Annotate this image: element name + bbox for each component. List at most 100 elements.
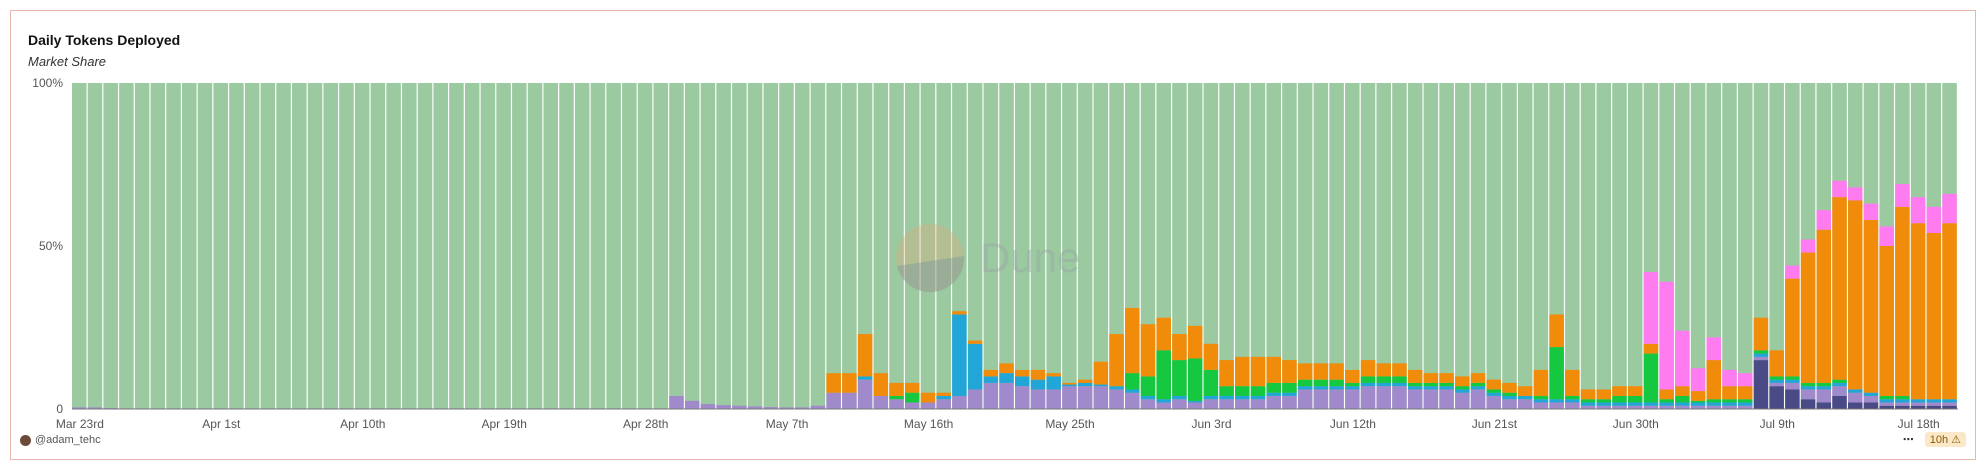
bar-segment-blue xyxy=(1172,395,1187,400)
bar-segment-blue xyxy=(1800,386,1816,390)
bar-segment-green xyxy=(1722,399,1737,403)
freshness-badge[interactable]: 10h ⚠ xyxy=(1924,432,1966,447)
bar-segment-orange xyxy=(1360,360,1376,377)
bar-segment-base xyxy=(323,83,338,409)
bar-segment-pink xyxy=(1785,265,1800,279)
bar-segment-purple xyxy=(700,404,716,409)
bar-segment-purple xyxy=(952,395,967,409)
bar-segment-base xyxy=(1486,83,1502,409)
bar-segment-blue xyxy=(952,314,967,396)
bar-segment-pink xyxy=(1910,197,1926,224)
bar-segment-purple xyxy=(1565,402,1580,409)
bar-segment-base xyxy=(103,83,118,409)
bar-segment-base xyxy=(1172,83,1187,409)
bar-segment-purple xyxy=(1470,389,1486,409)
freshness-value: 10h xyxy=(1929,433,1949,446)
bar-segment-blue xyxy=(1895,399,1910,403)
bar-segment-orange xyxy=(1172,334,1187,361)
more-options-icon[interactable]: ⋯ xyxy=(1902,434,1915,446)
bar-segment-base xyxy=(119,83,134,409)
bar-segment-blue xyxy=(967,343,983,390)
bar-segment-purple xyxy=(1722,405,1737,409)
bar-segment-base xyxy=(1675,83,1690,409)
bar-segment-base xyxy=(496,83,511,409)
bar-segment-orange xyxy=(1015,369,1030,377)
bar-segment-green xyxy=(1533,395,1549,400)
bar-segment-base xyxy=(700,83,716,409)
bar-segment-green xyxy=(1502,392,1517,396)
bar-segment-orange xyxy=(1942,223,1957,400)
bar-segment-green xyxy=(1580,399,1596,403)
watermark-text: Dune xyxy=(980,234,1080,281)
author-credit[interactable]: @adam_tehc xyxy=(20,434,101,446)
bar-segment-pink xyxy=(1847,187,1863,201)
x-tick-label: Apr 19th xyxy=(482,417,527,431)
bar-segment-purple xyxy=(967,389,983,409)
bar-segment-orange xyxy=(1863,219,1879,393)
bar-segment-navy xyxy=(1800,399,1816,409)
bar-segment-purple xyxy=(1077,386,1093,409)
bar-segment-base xyxy=(1627,83,1643,409)
bar-segment-blue xyxy=(1015,376,1030,387)
bar-segment-green xyxy=(1140,376,1156,396)
bar-segment-base xyxy=(370,83,386,409)
bar-segment-purple xyxy=(1769,382,1784,387)
bar-segment-orange xyxy=(1297,363,1313,380)
bar-segment-orange xyxy=(1109,334,1124,387)
bar-segment-blue xyxy=(1926,399,1942,403)
bar-segment-blue xyxy=(1549,399,1564,403)
bar-segment-base xyxy=(669,83,684,409)
bar-segment-pink xyxy=(1926,206,1942,233)
bar-segment-navy xyxy=(1926,405,1942,409)
bar-segment-orange xyxy=(1187,325,1203,359)
bar-segment-purple xyxy=(732,405,747,409)
bar-segment-purple xyxy=(1706,405,1722,409)
bar-segment-orange xyxy=(1675,386,1690,396)
x-tick-label: May 7th xyxy=(766,417,809,431)
bar-segment-purple xyxy=(1282,395,1297,409)
bar-segment-green xyxy=(1753,350,1769,354)
bar-segment-purple xyxy=(1675,405,1690,409)
bar-segment-orange xyxy=(1345,369,1360,383)
bar-segment-base xyxy=(1502,83,1517,409)
bar-segment-base xyxy=(386,83,401,409)
bar-segment-blue xyxy=(1785,379,1800,383)
bar-segment-base xyxy=(622,83,637,409)
bar-segment-green xyxy=(1125,373,1140,390)
bar-segment-base xyxy=(559,83,574,409)
bar-segment-base xyxy=(1722,83,1737,409)
bar-segment-purple xyxy=(1297,389,1313,409)
bar-segment-purple xyxy=(1549,402,1564,409)
bar-segment-orange xyxy=(1313,363,1329,380)
bar-segment-purple xyxy=(857,379,873,409)
bar-segment-base xyxy=(1030,83,1046,409)
bar-segment-pink xyxy=(1800,239,1816,253)
bar-segment-purple xyxy=(1659,405,1674,409)
bar-segment-base xyxy=(1517,83,1533,409)
bar-segment-base xyxy=(999,83,1014,409)
bar-segment-purple xyxy=(1313,389,1329,409)
x-tick-label: Jun 30th xyxy=(1613,417,1659,431)
bar-segment-blue xyxy=(1345,386,1360,390)
bar-segment-base xyxy=(433,83,448,409)
bar-segment-base xyxy=(904,83,920,409)
bar-segment-green xyxy=(1235,386,1250,396)
bar-segment-purple xyxy=(1345,389,1360,409)
bar-segment-base xyxy=(260,83,276,409)
bar-segment-pink xyxy=(1832,180,1847,198)
bar-segment-blue xyxy=(1706,402,1722,406)
bar-segment-orange xyxy=(1643,343,1659,354)
bar-segment-purple xyxy=(1800,389,1816,400)
bar-segment-purple xyxy=(1816,389,1832,403)
bar-segment-green xyxy=(1203,369,1219,396)
bar-segment-blue xyxy=(1140,395,1156,400)
bar-segment-base xyxy=(1392,83,1407,409)
bar-segment-green xyxy=(1565,395,1580,400)
bar-segment-orange xyxy=(889,382,904,396)
bar-segment-green xyxy=(1675,395,1690,403)
bar-segment-pink xyxy=(1737,373,1753,387)
bar-segment-green xyxy=(1596,399,1612,403)
bar-segment-orange xyxy=(1392,363,1407,377)
bar-segment-blue xyxy=(1297,386,1313,390)
